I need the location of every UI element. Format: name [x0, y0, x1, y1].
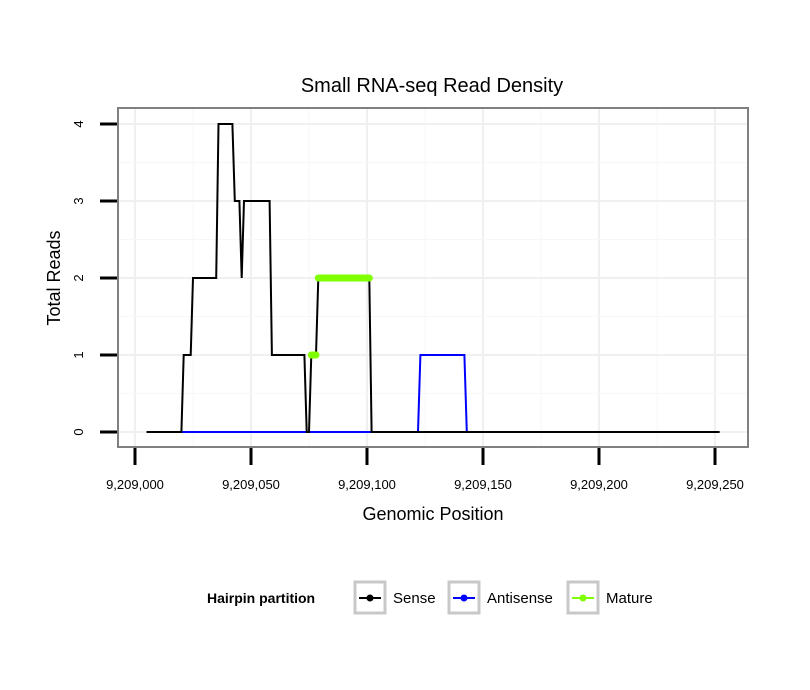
grid-lines	[119, 109, 747, 446]
y-tick-label: 1	[71, 351, 86, 358]
x-axis-label: Genomic Position	[362, 504, 503, 524]
y-axis: 0 1 2 3 4	[71, 120, 117, 436]
legend: Sense Antisense Mature	[353, 580, 653, 615]
y-axis-label: Total Reads	[44, 230, 64, 325]
x-tick-label: 9,209,100	[338, 477, 396, 492]
legend-label-sense: Sense	[393, 590, 436, 607]
y-tick-label: 0	[71, 428, 86, 435]
series-group	[146, 123, 720, 433]
x-tick-label: 9,209,250	[686, 477, 744, 492]
x-tick-label: 9,209,000	[106, 477, 164, 492]
legend-key-dot	[579, 594, 587, 602]
x-tick-label: 9,209,050	[222, 477, 280, 492]
y-tick-label: 2	[71, 274, 86, 281]
y-tick-label: 3	[71, 197, 86, 204]
legend-label-antisense: Antisense	[487, 590, 553, 607]
y-tick-label: 4	[71, 120, 86, 127]
chart-title: Small RNA-seq Read Density	[301, 75, 563, 97]
legend-key-dot	[366, 594, 374, 602]
legend-key-dot	[460, 594, 468, 602]
series-sense	[146, 123, 720, 433]
legend-title: Hairpin partition	[207, 590, 315, 606]
x-tick-label: 9,209,150	[454, 477, 512, 492]
legend-label-mature: Mature	[606, 590, 653, 607]
x-axis: 9,209,000 9,209,050 9,209,100 9,209,150 9,20…	[106, 448, 744, 492]
x-tick-label: 9,209,200	[570, 477, 628, 492]
